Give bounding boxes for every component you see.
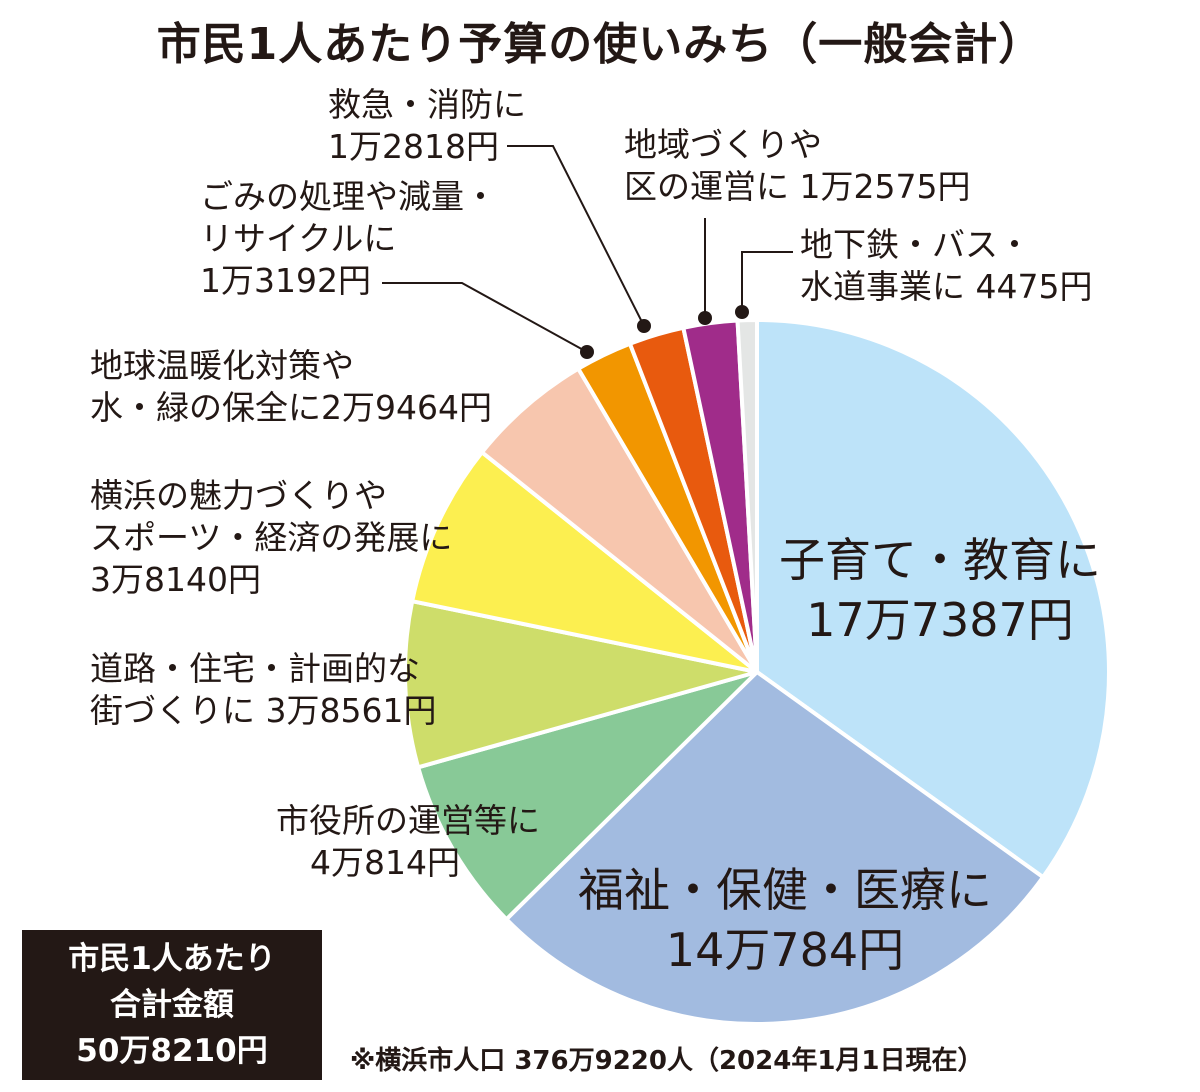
- slice-label-5: 地球温暖化対策や 水・緑の保全に2万9464円: [90, 345, 492, 429]
- total-box-line1: 市民1人あたり: [68, 941, 276, 977]
- leader-line-3: [741, 251, 793, 312]
- pie-slice-5: [480, 366, 759, 674]
- slice-label-1-value: 14万784円: [665, 923, 905, 977]
- slice-label-7-value: 1万2818円: [328, 127, 499, 166]
- leader-dot-2: [698, 311, 712, 325]
- leader-line-1: [507, 145, 645, 327]
- slice-label-9-name: 地下鉄・バス・: [800, 225, 1031, 264]
- slice-label-4: 横浜の魅力づくりや スポーツ・経済の発展に 3万8140円: [90, 475, 452, 601]
- population-footnote: ※横浜市人口 376万9220人（2024年1月1日現在）: [350, 1046, 984, 1076]
- slice-label-5-value: 水・緑の保全に2万9464円: [90, 388, 492, 427]
- pie-slice-9: [735, 318, 759, 674]
- slice-label-7-name: 救急・消防に: [328, 85, 526, 124]
- slice-label-0-value: 17万7387円: [806, 593, 1074, 647]
- slice-label-3-name: 道路・住宅・計画的な: [90, 649, 420, 688]
- slice-label-9-value: 水道事業に 4475円: [800, 267, 1093, 306]
- slice-label-4-value: 3万8140円: [90, 560, 261, 599]
- pie-slice-3: [403, 599, 759, 770]
- pie-slice-1: [504, 670, 1046, 1026]
- slice-label-6-line2: リサイクルに: [200, 219, 397, 258]
- slice-label-8-name: 地域づくりや: [624, 125, 822, 164]
- slice-label-2: 市役所の運営等に 4万814円: [150, 800, 540, 884]
- slice-label-4-name: 横浜の魅力づくりや: [90, 476, 387, 515]
- slice-label-3: 道路・住宅・計画的な 街づくりに 3万8561円: [90, 648, 436, 732]
- slice-label-5-name: 地球温暖化対策や: [90, 346, 354, 385]
- leader-dot-3: [735, 305, 749, 319]
- pie-slice-0: [755, 318, 1111, 880]
- pie-slice-2: [416, 670, 759, 922]
- chart-title: 市民1人あたり予算の使いみち（一般会計）: [156, 19, 1044, 70]
- slice-label-2-name: 市役所の運営等に: [276, 801, 540, 840]
- total-box-line2: 合計金額: [110, 987, 234, 1023]
- slice-label-1: 福祉・保健・医療に 14万784円: [545, 860, 1025, 980]
- pie-slice-4: [410, 450, 759, 674]
- slice-label-6-name: ごみの処理や減量・: [200, 177, 497, 216]
- total-box: 市民1人あたり 合計金額 50万8210円: [22, 930, 322, 1080]
- slice-label-6: ごみの処理や減量・ リサイクルに 1万3192円: [200, 176, 497, 302]
- slice-label-4-line2: スポーツ・経済の発展に: [90, 518, 453, 557]
- slice-label-7: 救急・消防に 1万2818円: [328, 84, 526, 168]
- slice-label-6-value: 1万3192円: [200, 261, 371, 300]
- slice-label-1-name: 福祉・保健・医療に: [578, 863, 992, 917]
- slice-label-0-name: 子育て・教育に: [779, 533, 1101, 587]
- leader-line-0: [382, 282, 588, 353]
- slice-label-0: 子育て・教育に 17万7387円: [760, 530, 1120, 650]
- leader-dot-0: [580, 345, 594, 359]
- slice-label-8: 地域づくりや 区の運営に 1万2575円: [624, 124, 970, 208]
- slice-label-3-value: 街づくりに 3万8561円: [90, 691, 437, 730]
- leader-dot-1: [637, 319, 651, 333]
- total-box-amount: 50万8210円: [76, 1033, 268, 1069]
- slice-label-2-value: 4万814円: [310, 843, 460, 882]
- slice-label-8-value: 区の運営に 1万2575円: [624, 167, 971, 206]
- slice-label-9: 地下鉄・バス・ 水道事業に 4475円: [800, 224, 1092, 308]
